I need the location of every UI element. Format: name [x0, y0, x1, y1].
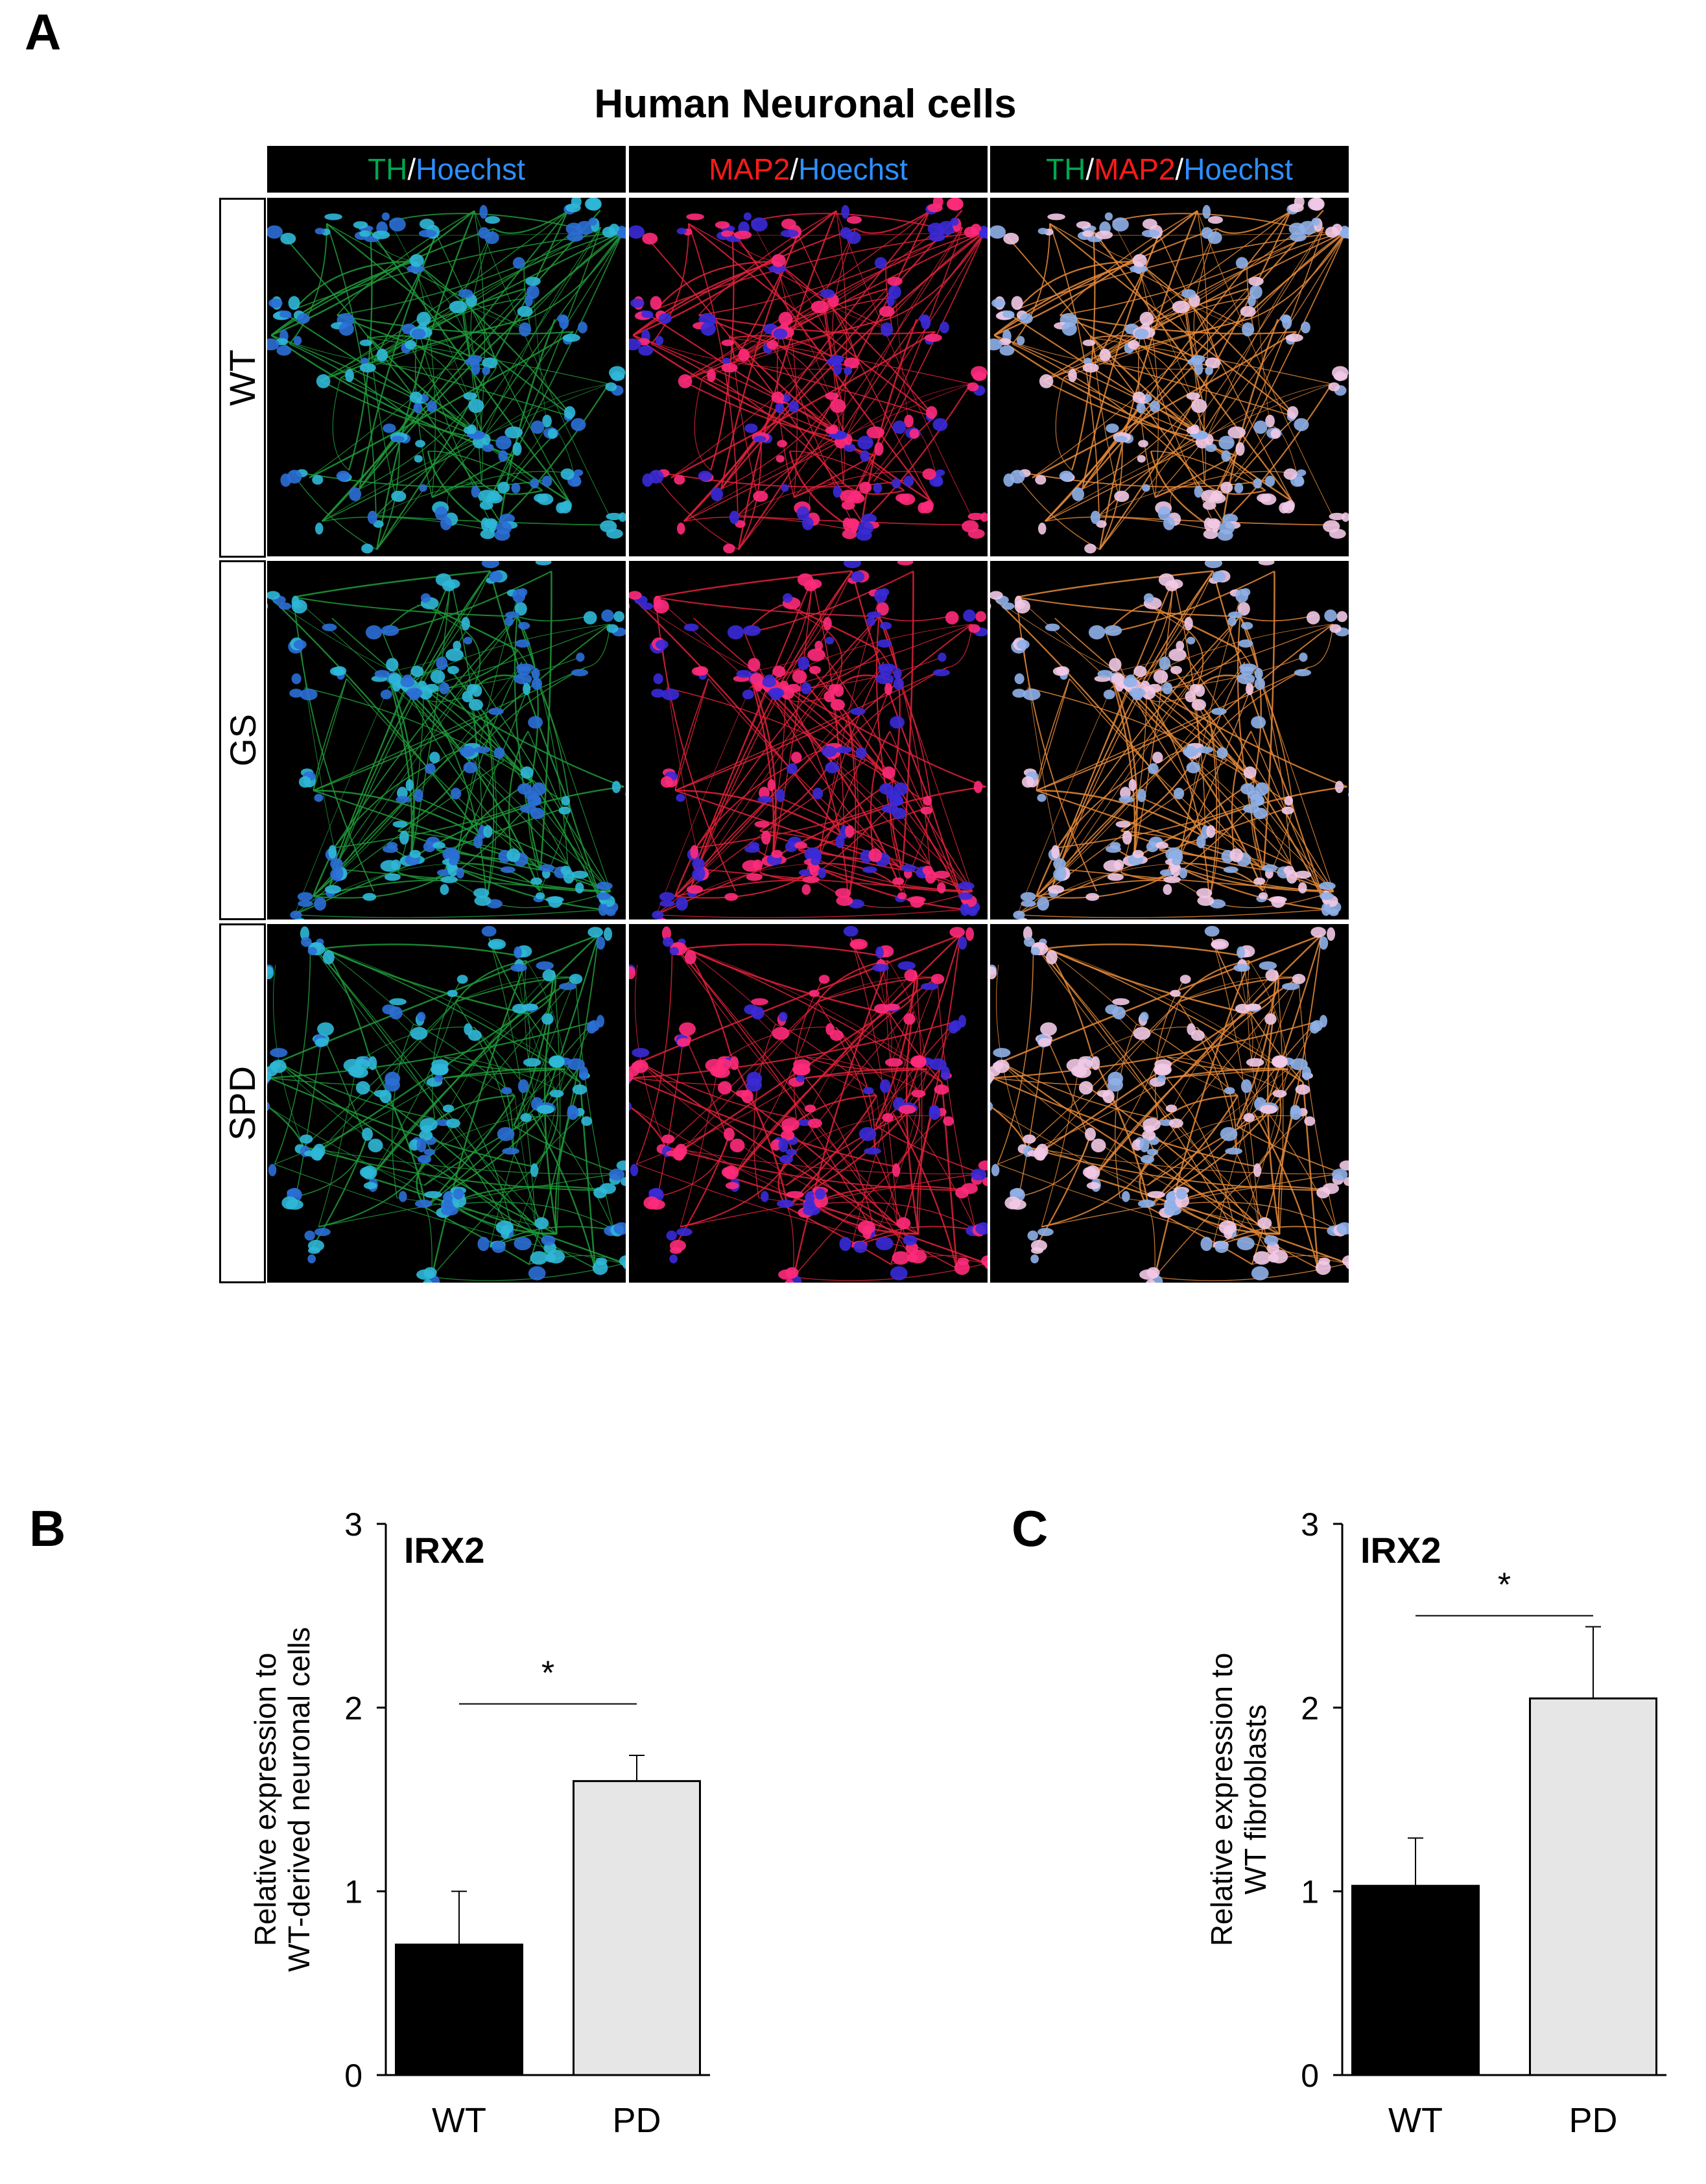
y-tick-label: 1: [344, 1874, 362, 1910]
channel-header-part: MAP2: [709, 152, 790, 186]
figure-title: Human Neuronal cells: [594, 82, 1017, 126]
chart-title: IRX2: [404, 1530, 485, 1571]
y-axis-label: Relative expression to: [248, 1653, 282, 1947]
micrograph-spd-th: [267, 924, 626, 1283]
y-tick-label: 3: [1301, 1506, 1319, 1543]
micrograph-image: [629, 198, 988, 556]
micrograph-spd-map2: [629, 924, 988, 1283]
micrograph-image: [990, 561, 1349, 920]
micrograph-image: [629, 924, 988, 1283]
channel-header-map2-hoechst: MAP2/Hoechst: [629, 146, 988, 193]
micrograph-image: [267, 198, 626, 556]
channel-header-part: /: [1175, 152, 1184, 186]
channel-header-part: TH: [1046, 152, 1086, 186]
y-tick-label: 2: [344, 1690, 362, 1726]
micrograph-image: [267, 924, 626, 1283]
channel-header-merge: TH / MAP2/Hoechst: [990, 146, 1349, 193]
y-tick-label: 3: [344, 1506, 362, 1543]
y-tick-label: 0: [1301, 2058, 1319, 2094]
bar-pd: [1529, 1697, 1657, 2076]
micrograph-image: [629, 561, 988, 920]
panel-letter-c: C: [1012, 1500, 1048, 1557]
bar-wt: [1351, 1884, 1480, 2076]
panel-letter-b: B: [29, 1500, 66, 1557]
x-tick-label: PD: [612, 2101, 661, 2140]
micrograph-image: [267, 561, 626, 920]
chart-b: 0 1 2 3 IRX2 Relative expression to WT-derived…: [0, 1478, 733, 2179]
channel-header-th-hoechst: TH / Hoechst: [267, 146, 626, 193]
row-label-wt-text: WT: [222, 349, 263, 407]
micrograph-image: [990, 924, 1349, 1283]
y-tick-label: 0: [344, 2058, 362, 2094]
y-axis-label: WT fibroblasts: [1238, 1704, 1272, 1894]
channel-header-part: /: [1085, 152, 1095, 186]
x-tick-label: PD: [1569, 2101, 1617, 2140]
panel-letter-a: A: [25, 3, 62, 60]
micrograph-spd-merge: [990, 924, 1349, 1283]
chart-title: IRX2: [1360, 1530, 1441, 1571]
channel-header-part: /: [407, 152, 416, 186]
channel-header-part: /: [790, 152, 799, 186]
y-tick-label: 2: [1301, 1690, 1319, 1726]
channel-header-part: Hoechst: [1183, 152, 1293, 186]
significance-star: *: [541, 1655, 554, 1692]
micrograph-wt-map2: [629, 198, 988, 556]
channel-header-part: MAP2: [1094, 152, 1176, 186]
row-label-gs-text: GS: [222, 714, 263, 766]
micrograph-gs-merge: [990, 561, 1349, 920]
bar-wt: [395, 1943, 523, 2076]
y-axis-label: Relative expression to: [1205, 1653, 1238, 1947]
bar-pd: [573, 1780, 701, 2076]
y-tick-label: 1: [1301, 1874, 1319, 1910]
row-label-wt: WT: [219, 198, 266, 558]
significance-star: *: [1498, 1567, 1511, 1604]
x-tick-label: WT: [1388, 2101, 1443, 2140]
micrograph-image: [990, 198, 1349, 556]
row-label-gs: GS: [219, 560, 266, 920]
channel-header-part: Hoechst: [416, 152, 525, 186]
micrograph-wt-th: [267, 198, 626, 556]
chart-svg: 0 1 2 3 IRX2 Relative expression to WT-derived…: [248, 1506, 710, 2140]
x-tick-label: WT: [432, 2101, 486, 2140]
micrograph-gs-th: [267, 561, 626, 920]
chart-c: 0 1 2 3 IRX2 Relative expression to WT fibrobl…: [960, 1478, 1692, 2179]
micrograph-wt-merge: [990, 198, 1349, 556]
channel-header-part: Hoechst: [798, 152, 908, 186]
chart-svg: 0 1 2 3 IRX2 Relative expression to WT fibrobl…: [1205, 1506, 1666, 2140]
row-label-spd: SPD: [219, 923, 266, 1283]
channel-header-part: TH: [368, 152, 408, 186]
micrograph-gs-map2: [629, 561, 988, 920]
row-label-spd-text: SPD: [222, 1065, 263, 1141]
y-axis-label: WT-derived neuronal cells: [282, 1627, 316, 1972]
